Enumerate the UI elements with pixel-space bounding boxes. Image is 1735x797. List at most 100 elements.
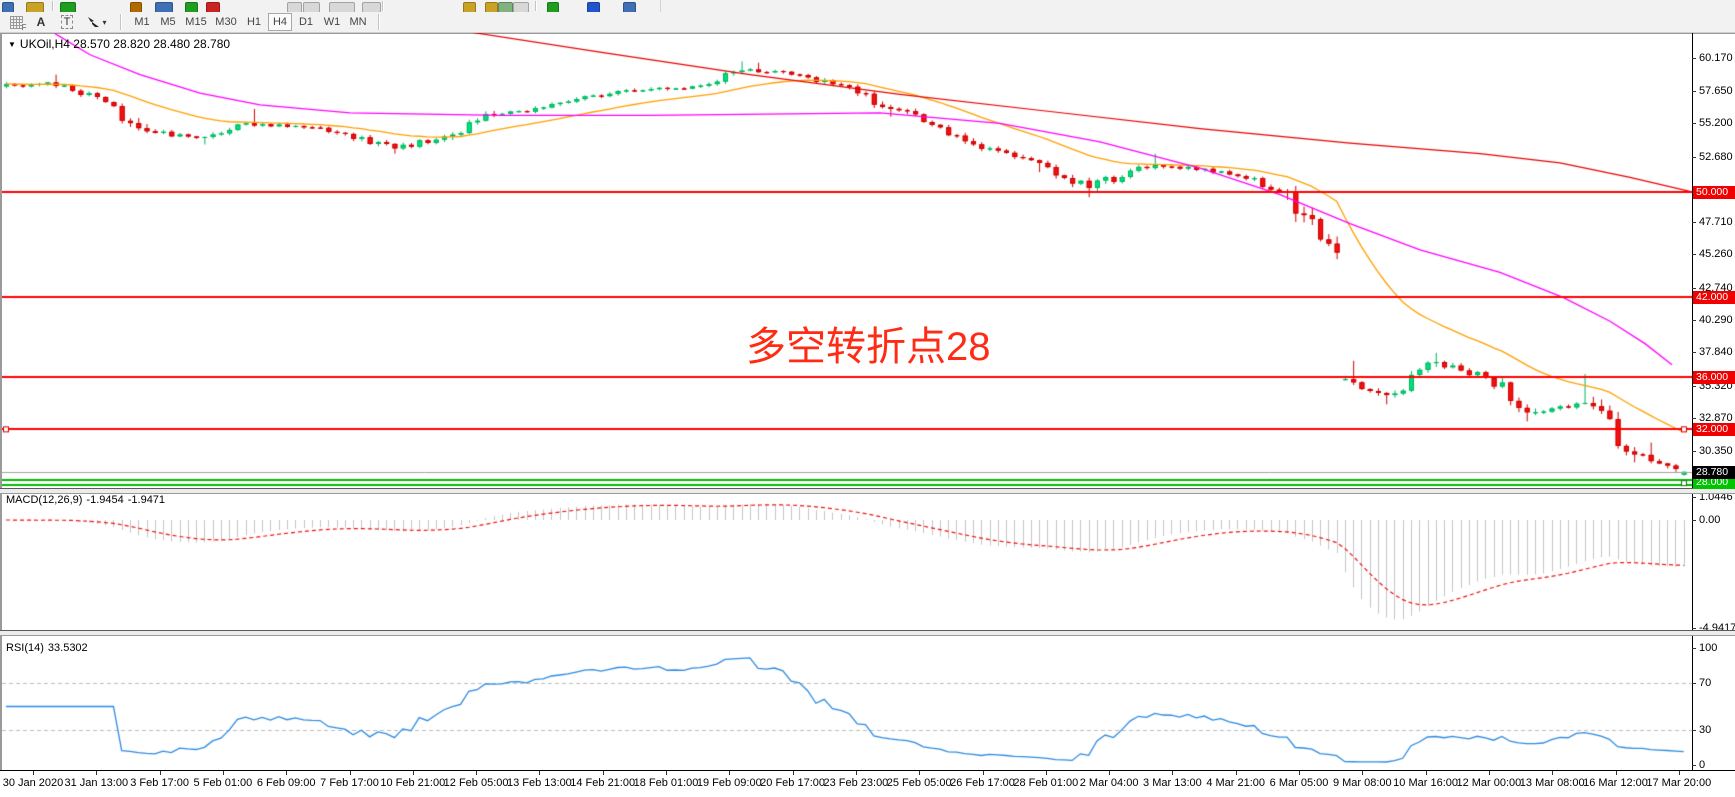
timeframe-button-M30[interactable]: M30 [215, 16, 237, 28]
rsi-tick-label: 100 [1699, 642, 1718, 654]
axis-tick [1692, 418, 1696, 419]
snap-grid-icon[interactable]: F [6, 13, 27, 32]
chevron-down-icon[interactable]: ▼ [8, 40, 16, 49]
object-arrows-icon[interactable]: ▾ [82, 13, 112, 31]
dot-icon[interactable] [130, 2, 142, 12]
axis-tick [1692, 157, 1696, 158]
price-tick-label: 37.840 [1699, 346, 1733, 358]
time-tick [412, 771, 414, 775]
time-tick [1678, 771, 1680, 775]
price-tick-label: 55.200 [1699, 117, 1733, 129]
chart-title: ▼ UKOil,H4 28.570 28.820 28.480 28.780 [8, 37, 230, 51]
timeframe-button-H1[interactable]: H1 [246, 16, 262, 28]
price-tick-label: 45.260 [1699, 248, 1733, 260]
timeframe-button-W1[interactable]: W1 [323, 16, 341, 28]
axis-tick [1692, 730, 1696, 731]
macd-label: MACD(12,26,9) -1.9454 -1.9471 [6, 494, 166, 506]
timeframe-button-H4[interactable]: H4 [268, 13, 292, 31]
time-tick [1362, 771, 1364, 775]
time-tick-label: 6 Mar 05:00 [1269, 777, 1329, 789]
time-tick-label: 23 Feb 23:00 [823, 777, 889, 789]
templates-icon[interactable] [513, 2, 529, 12]
panel-icon[interactable] [155, 2, 173, 12]
time-tick-label: 9 Mar 08:00 [1332, 777, 1392, 789]
time-tick-label: 19 Feb 09:00 [696, 777, 762, 789]
toolbar-separator [52, 1, 53, 11]
time-tick [1235, 771, 1237, 775]
toolbar-separator [120, 14, 121, 30]
chart-title-text: UKOil,H4 28.570 28.820 28.480 28.780 [19, 37, 231, 51]
annotation-text[interactable]: 多空转折点28 [746, 325, 991, 369]
axis-tick [1692, 520, 1696, 521]
axis-tick [1692, 254, 1696, 255]
axis-tick [1692, 288, 1696, 289]
stop-icon[interactable] [206, 2, 220, 12]
time-axis: 30 Jan 2020 31 Jan 13:00 3 Feb 17:00 5 Feb … [0, 771, 1735, 797]
time-tick [1488, 771, 1490, 775]
time-tick-label: 12 Feb 05:00 [443, 777, 509, 789]
font-tool-icon[interactable]: A [36, 15, 46, 29]
macd-tick-label: 0.00 [1699, 514, 1721, 526]
toolbar-tools-row: F A T ▾ M1 M5 M15 M30 H1 H4 D1 W1 MN [0, 12, 1735, 33]
candles-icon[interactable] [547, 2, 559, 12]
price-tick-label: 60.170 [1699, 52, 1733, 64]
timeframe-button-MN[interactable]: MN [349, 16, 367, 28]
time-tick-label: 14 Feb 21:00 [570, 777, 636, 789]
current-price-badge: 28.780 [1693, 466, 1735, 479]
objects-icon[interactable] [498, 2, 513, 12]
new-chart-icon[interactable] [60, 2, 76, 12]
time-tick [729, 771, 731, 775]
time-tick [919, 771, 921, 775]
time-tick [1615, 771, 1617, 775]
time-tick [602, 771, 604, 775]
tile-cascade-icon[interactable] [287, 2, 302, 12]
time-tick-label: 2 Mar 04:00 [1079, 777, 1139, 789]
price-tick-label: 40.290 [1699, 314, 1733, 326]
time-tick-label: 3 Feb 17:00 [130, 777, 189, 789]
toolbar-separator [382, 1, 383, 11]
time-tick-label: 3 Mar 13:00 [1143, 777, 1202, 789]
axis-tick [1692, 648, 1696, 649]
cursor-icon[interactable] [463, 2, 476, 12]
time-tick [1552, 771, 1554, 775]
zoom-icon[interactable] [26, 2, 44, 12]
timeframe-button-M1[interactable]: M1 [134, 16, 150, 28]
time-tick-label: 10 Feb 21:00 [380, 777, 446, 789]
tile-vertical-icon[interactable] [329, 2, 355, 12]
timeframe-button-D1[interactable]: D1 [298, 16, 314, 28]
time-tick-label: 7 Feb 17:00 [320, 777, 379, 789]
time-tick-label: 20 Feb 17:00 [760, 777, 826, 789]
chart-window-icon[interactable] [2, 2, 14, 12]
axis-tick [1692, 91, 1696, 92]
tile-windows-icon[interactable] [362, 2, 381, 12]
price-tick-label: 57.650 [1699, 85, 1733, 97]
time-tick-label: 4 Mar 21:00 [1206, 777, 1266, 789]
axis-tick [1692, 451, 1696, 452]
crosshair-icon[interactable] [485, 2, 498, 12]
price-tick-label: 47.710 [1699, 216, 1733, 228]
chevron-down-icon: ▾ [102, 17, 107, 27]
axis-tick [1692, 683, 1696, 684]
timeframe-button-M5[interactable]: M5 [160, 16, 176, 28]
line-chart-icon[interactable] [623, 2, 636, 12]
time-tick-label: 10 Mar 16:00 [1393, 777, 1459, 789]
chart-plot-canvas[interactable] [2, 33, 1692, 770]
tile-horizontal-icon[interactable] [303, 2, 320, 12]
time-tick-label: 13 Mar 08:00 [1519, 777, 1585, 789]
text-label-tool-icon[interactable]: T [56, 13, 78, 31]
panel-splitter[interactable] [0, 630, 1735, 636]
panel-splitter[interactable] [0, 488, 1735, 494]
axis-tick [1692, 123, 1696, 124]
time-tick [159, 771, 161, 775]
time-tick [982, 771, 984, 775]
toolbar-standard-row [0, 0, 661, 12]
indicators-icon[interactable] [587, 2, 600, 12]
timeframe-button-M15[interactable]: M15 [185, 16, 207, 28]
axis-tick [1692, 58, 1696, 59]
time-tick [1172, 771, 1174, 775]
level-price-badge: 36.000 [1693, 371, 1735, 384]
arrow-icon[interactable] [185, 2, 198, 12]
axis-tick [1692, 386, 1696, 387]
time-tick [222, 771, 224, 775]
toolbar: F A T ▾ M1 M5 M15 M30 H1 H4 D1 W1 MN [0, 0, 1735, 33]
